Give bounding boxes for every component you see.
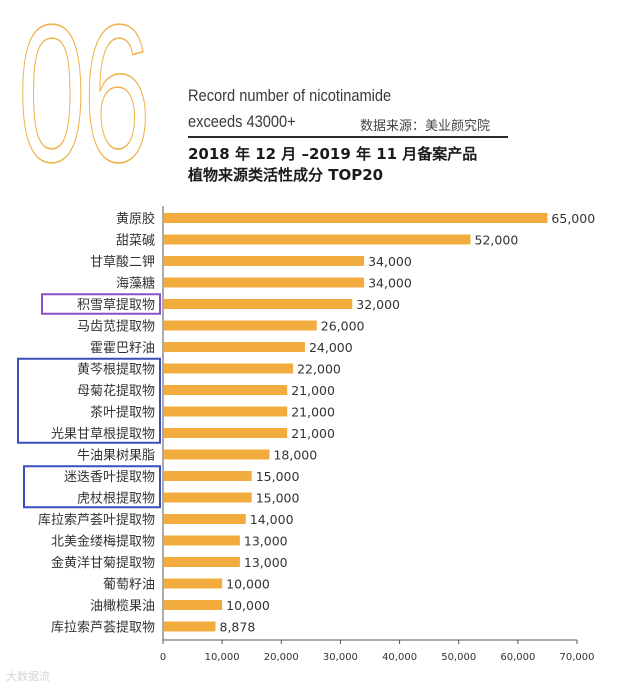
chart-title-line2: 植物来源类活性成分 TOP20 xyxy=(188,166,384,184)
bar xyxy=(164,234,471,245)
value-label: 34,000 xyxy=(368,276,412,291)
bar xyxy=(164,557,240,567)
bar xyxy=(164,299,353,309)
value-label: 32,000 xyxy=(356,297,400,312)
bar xyxy=(164,535,240,546)
bar xyxy=(164,428,288,438)
value-label: 15,000 xyxy=(256,469,300,484)
category-label: 母菊花提取物 xyxy=(77,383,155,399)
x-tick-label: 40,000 xyxy=(382,652,417,663)
category-label: 库拉索芦荟提取物 xyxy=(51,620,155,636)
category-label: 虎杖根提取物 xyxy=(77,491,155,507)
bar xyxy=(164,621,216,632)
category-label: 茶叶提取物 xyxy=(90,405,155,421)
value-label: 10,000 xyxy=(226,577,270,592)
bar xyxy=(164,256,365,266)
category-label: 光果甘草根提取物 xyxy=(51,426,155,442)
value-label: 8,878 xyxy=(220,620,256,635)
value-label: 22,000 xyxy=(297,362,341,377)
category-label: 北美金缕梅提取物 xyxy=(51,534,155,550)
bar xyxy=(164,277,365,288)
x-tick-label: 20,000 xyxy=(264,652,299,663)
bar xyxy=(164,600,223,610)
subtitle-english-line1: Record number of nicotinamide xyxy=(188,86,392,105)
category-label: 甘草酸二钾 xyxy=(90,255,155,270)
value-label: 52,000 xyxy=(475,233,519,248)
header-divider xyxy=(188,136,508,138)
x-tick-label: 70,000 xyxy=(560,652,595,663)
category-label: 黄原胶 xyxy=(116,211,155,227)
bar xyxy=(164,320,317,331)
value-label: 14,000 xyxy=(250,512,294,527)
category-label: 积雪草提取物 xyxy=(77,297,155,313)
value-label: 15,000 xyxy=(256,491,300,506)
category-label: 甜菜碱 xyxy=(116,233,155,249)
value-label: 18,000 xyxy=(273,448,317,463)
value-label: 65,000 xyxy=(551,211,595,226)
bar xyxy=(164,578,223,589)
value-label: 21,000 xyxy=(291,405,335,420)
value-label: 34,000 xyxy=(368,254,412,269)
value-label: 21,000 xyxy=(291,383,335,398)
x-tick-label: 0 xyxy=(160,652,166,663)
value-label: 10,000 xyxy=(226,598,270,613)
category-label: 黄芩根提取物 xyxy=(77,362,155,378)
bar xyxy=(164,213,548,223)
highlight-box-3 xyxy=(23,465,161,509)
x-tick-label: 50,000 xyxy=(441,652,476,663)
x-tick-label: 30,000 xyxy=(323,652,358,663)
bar xyxy=(164,363,294,374)
value-label: 24,000 xyxy=(309,340,353,355)
category-label: 葡萄籽油 xyxy=(103,578,155,593)
category-label: 海藻糖 xyxy=(116,276,155,292)
big-section-number: 06 xyxy=(18,0,152,203)
value-label: 13,000 xyxy=(244,555,288,570)
category-label: 霍霍巴籽油 xyxy=(90,341,155,356)
category-label: 金黄洋甘菊提取物 xyxy=(51,555,155,571)
bar xyxy=(164,514,246,524)
highlight-box-2 xyxy=(17,357,161,444)
data-source: 数据来源：美业颜究院 xyxy=(360,119,491,134)
bar xyxy=(164,492,252,503)
bar xyxy=(164,406,288,417)
x-tick-label: 10,000 xyxy=(205,652,240,663)
bar xyxy=(164,471,252,481)
bar xyxy=(164,385,288,395)
highlight-box-1 xyxy=(41,293,161,315)
category-label: 迷迭香叶提取物 xyxy=(64,469,155,485)
value-label: 21,000 xyxy=(291,426,335,441)
bar xyxy=(164,342,305,352)
chart-title-line1: 2018 年 12 月 –2019 年 11 月备案产品 xyxy=(188,145,478,163)
x-tick-label: 60,000 xyxy=(500,652,535,663)
value-label: 13,000 xyxy=(244,534,288,549)
category-label: 马齿苋提取物 xyxy=(77,319,155,335)
subtitle-english-line2: exceeds 43000+ xyxy=(188,112,296,131)
value-label: 26,000 xyxy=(321,319,365,334)
category-label: 油橄榄果油 xyxy=(90,598,155,614)
category-label: 牛油果树果脂 xyxy=(77,449,155,464)
watermark: 大数据流 xyxy=(6,670,50,683)
category-label: 库拉索芦荟叶提取物 xyxy=(38,512,155,528)
bar xyxy=(164,449,270,460)
